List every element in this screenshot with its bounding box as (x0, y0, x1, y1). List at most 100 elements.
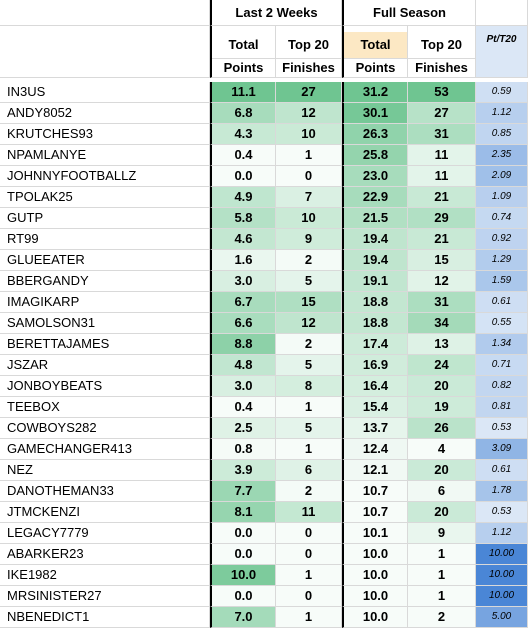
l2w-top20-cell[interactable]: 0 (276, 544, 342, 565)
player-name-cell[interactable]: NBENEDICT1 (0, 607, 210, 628)
player-name-cell[interactable]: ANDY8052 (0, 103, 210, 124)
l2w-top20-cell[interactable]: 1 (276, 145, 342, 166)
pt-t20-ratio-cell[interactable]: 10.00 (476, 586, 528, 607)
l2w-top20-cell[interactable]: 9 (276, 229, 342, 250)
player-name-cell[interactable]: TPOLAK25 (0, 187, 210, 208)
player-name-cell[interactable]: SAMOLSON31 (0, 313, 210, 334)
fs-total-cell[interactable]: 19.4 (342, 229, 408, 250)
l2w-total-cell[interactable]: 11.1 (210, 82, 276, 103)
fs-total-cell[interactable]: 30.1 (342, 103, 408, 124)
l2w-total-cell[interactable]: 0.4 (210, 397, 276, 418)
pt-t20-ratio-cell[interactable]: 2.35 (476, 145, 528, 166)
l2w-total-cell[interactable]: 0.0 (210, 586, 276, 607)
l2w-top20-cell[interactable]: 2 (276, 250, 342, 271)
fs-total-cell[interactable]: 26.3 (342, 124, 408, 145)
pt-t20-ratio-cell[interactable]: 0.71 (476, 355, 528, 376)
pt-t20-ratio-cell[interactable]: 5.00 (476, 607, 528, 628)
fs-total-cell[interactable]: 10.7 (342, 481, 408, 502)
header-fs-total[interactable]: Total Points (342, 26, 408, 78)
fs-top20-cell[interactable]: 11 (408, 145, 476, 166)
l2w-top20-cell[interactable]: 27 (276, 82, 342, 103)
fs-total-cell[interactable]: 12.1 (342, 460, 408, 481)
l2w-top20-cell[interactable]: 6 (276, 460, 342, 481)
pt-t20-ratio-cell[interactable]: 0.74 (476, 208, 528, 229)
fs-total-cell[interactable]: 10.0 (342, 565, 408, 586)
l2w-top20-cell[interactable]: 0 (276, 586, 342, 607)
l2w-top20-cell[interactable]: 2 (276, 481, 342, 502)
l2w-total-cell[interactable]: 3.0 (210, 376, 276, 397)
pt-t20-ratio-cell[interactable]: 0.61 (476, 292, 528, 313)
fs-total-cell[interactable]: 13.7 (342, 418, 408, 439)
player-name-cell[interactable]: GLUEEATER (0, 250, 210, 271)
fs-top20-cell[interactable]: 24 (408, 355, 476, 376)
player-name-cell[interactable]: BERETTAJAMES (0, 334, 210, 355)
l2w-top20-cell[interactable]: 12 (276, 103, 342, 124)
pt-t20-ratio-cell[interactable]: 1.29 (476, 250, 528, 271)
fs-total-cell[interactable]: 16.9 (342, 355, 408, 376)
player-name-cell[interactable]: KRUTCHES93 (0, 124, 210, 145)
fs-total-cell[interactable]: 21.5 (342, 208, 408, 229)
pt-t20-ratio-cell[interactable]: 0.61 (476, 460, 528, 481)
player-name-cell[interactable]: JTMCKENZI (0, 502, 210, 523)
fs-top20-cell[interactable]: 13 (408, 334, 476, 355)
fs-top20-cell[interactable]: 2 (408, 607, 476, 628)
fs-top20-cell[interactable]: 27 (408, 103, 476, 124)
l2w-total-cell[interactable]: 1.6 (210, 250, 276, 271)
l2w-top20-cell[interactable]: 11 (276, 502, 342, 523)
pt-t20-ratio-cell[interactable]: 1.78 (476, 481, 528, 502)
fs-total-cell[interactable]: 22.9 (342, 187, 408, 208)
fs-top20-cell[interactable]: 31 (408, 124, 476, 145)
fs-top20-cell[interactable]: 21 (408, 187, 476, 208)
fs-total-cell[interactable]: 25.8 (342, 145, 408, 166)
fs-top20-cell[interactable]: 20 (408, 502, 476, 523)
fs-total-cell[interactable]: 12.4 (342, 439, 408, 460)
fs-total-cell[interactable]: 18.8 (342, 313, 408, 334)
l2w-total-cell[interactable]: 6.8 (210, 103, 276, 124)
l2w-total-cell[interactable]: 0.0 (210, 544, 276, 565)
player-name-cell[interactable]: LEGACY7779 (0, 523, 210, 544)
fs-top20-cell[interactable]: 1 (408, 565, 476, 586)
pt-t20-ratio-cell[interactable]: 0.55 (476, 313, 528, 334)
l2w-total-cell[interactable]: 4.9 (210, 187, 276, 208)
fs-top20-cell[interactable]: 12 (408, 271, 476, 292)
pt-t20-ratio-cell[interactable]: 0.53 (476, 418, 528, 439)
fs-top20-cell[interactable]: 26 (408, 418, 476, 439)
l2w-total-cell[interactable]: 7.0 (210, 607, 276, 628)
l2w-top20-cell[interactable]: 5 (276, 355, 342, 376)
fs-top20-cell[interactable]: 53 (408, 82, 476, 103)
l2w-top20-cell[interactable]: 8 (276, 376, 342, 397)
l2w-top20-cell[interactable]: 0 (276, 166, 342, 187)
fs-top20-cell[interactable]: 31 (408, 292, 476, 313)
fs-top20-cell[interactable]: 19 (408, 397, 476, 418)
l2w-top20-cell[interactable]: 10 (276, 208, 342, 229)
header-ratio[interactable]: Pt/T20 (476, 26, 528, 78)
player-name-cell[interactable]: NEZ (0, 460, 210, 481)
pt-t20-ratio-cell[interactable]: 0.85 (476, 124, 528, 145)
l2w-top20-cell[interactable]: 1 (276, 607, 342, 628)
player-name-cell[interactable]: JONBOYBEATS (0, 376, 210, 397)
pt-t20-ratio-cell[interactable]: 0.92 (476, 229, 528, 250)
fs-total-cell[interactable]: 10.0 (342, 544, 408, 565)
player-name-cell[interactable]: GAMECHANGER413 (0, 439, 210, 460)
l2w-top20-cell[interactable]: 12 (276, 313, 342, 334)
fs-total-cell[interactable]: 18.8 (342, 292, 408, 313)
player-name-cell[interactable]: JOHNNYFOOTBALLZ (0, 166, 210, 187)
player-name-cell[interactable]: COWBOYS282 (0, 418, 210, 439)
fs-total-cell[interactable]: 10.1 (342, 523, 408, 544)
l2w-total-cell[interactable]: 2.5 (210, 418, 276, 439)
l2w-total-cell[interactable]: 6.7 (210, 292, 276, 313)
fs-total-cell[interactable]: 15.4 (342, 397, 408, 418)
player-name-cell[interactable]: TEEBOX (0, 397, 210, 418)
l2w-top20-cell[interactable]: 10 (276, 124, 342, 145)
player-name-cell[interactable]: IN3US (0, 82, 210, 103)
fs-total-cell[interactable]: 10.0 (342, 607, 408, 628)
pt-t20-ratio-cell[interactable]: 1.09 (476, 187, 528, 208)
fs-top20-cell[interactable]: 9 (408, 523, 476, 544)
fs-total-cell[interactable]: 23.0 (342, 166, 408, 187)
player-name-cell[interactable]: NPAMLANYE (0, 145, 210, 166)
fs-top20-cell[interactable]: 20 (408, 376, 476, 397)
pt-t20-ratio-cell[interactable]: 1.59 (476, 271, 528, 292)
l2w-top20-cell[interactable]: 5 (276, 271, 342, 292)
l2w-top20-cell[interactable]: 0 (276, 523, 342, 544)
pt-t20-ratio-cell[interactable]: 3.09 (476, 439, 528, 460)
